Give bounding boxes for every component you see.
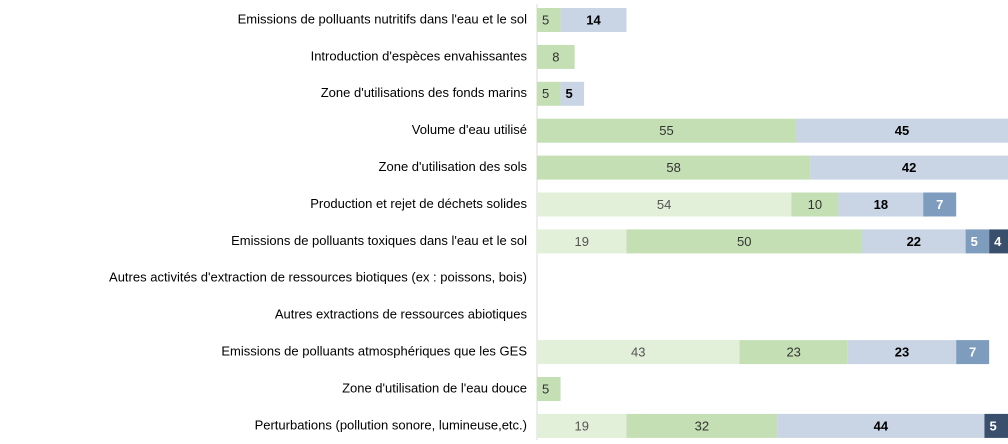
category-label: Perturbations (pollution sonore, lumineu… (255, 417, 527, 432)
category-label: Emissions de polluants nutritifs dans l'… (238, 11, 527, 26)
data-label: 4 (994, 234, 1002, 249)
bar-segment (537, 413, 627, 438)
bar-segment (537, 192, 792, 217)
data-label: 7 (969, 345, 976, 360)
bar-segment (537, 340, 740, 365)
data-label: 5 (971, 234, 978, 249)
bar-segment (923, 192, 957, 217)
data-label: 43 (631, 345, 645, 360)
data-label: 5 (542, 86, 549, 101)
bar-segment (847, 340, 957, 365)
data-label: 23 (786, 345, 800, 360)
bar-segment (810, 155, 1008, 180)
data-label: 42 (902, 160, 916, 175)
bar-segment (838, 192, 924, 217)
data-label: 23 (895, 345, 909, 360)
bar-segment (984, 413, 1008, 438)
bar-segment (989, 229, 1008, 254)
data-label: 5 (542, 381, 549, 396)
data-label: 44 (874, 418, 889, 433)
data-label: 55 (659, 123, 673, 138)
data-label: 19 (575, 418, 589, 433)
bar-segment (626, 413, 778, 438)
bar-segment (537, 8, 561, 32)
bar-segment (537, 155, 811, 180)
bar-segment (537, 118, 797, 143)
data-label: 8 (552, 49, 559, 64)
data-label: 5 (989, 418, 996, 433)
category-label: Emissions de polluants atmosphériques qu… (221, 344, 527, 359)
bar-segment (537, 81, 561, 106)
bar-segment (537, 229, 627, 254)
data-label: 50 (737, 234, 751, 249)
category-label: Volume d'eau utilisé (412, 122, 527, 137)
bar-segment (626, 229, 862, 254)
bar-segment (560, 8, 627, 32)
category-label: Autres extractions de ressources abiotiq… (275, 307, 528, 322)
bar-segment (560, 81, 585, 106)
data-label: 19 (575, 234, 589, 249)
bar-segment (777, 413, 985, 438)
data-label: 54 (657, 197, 671, 212)
data-label: 5 (542, 12, 549, 27)
category-label: Zone d'utilisation des sols (379, 159, 528, 174)
data-label: 32 (695, 418, 709, 433)
data-label: 7 (936, 197, 943, 212)
bar-segment (965, 229, 990, 254)
bar-segment (796, 118, 1008, 143)
data-label: 14 (586, 12, 601, 27)
category-label: Emissions de polluants toxiques dans l'e… (231, 233, 527, 248)
bar-segment (739, 340, 848, 365)
bar-segment (861, 229, 966, 254)
category-label: Autres activités d'extraction de ressour… (109, 270, 527, 285)
data-label: 58 (666, 160, 680, 175)
data-label: 18 (874, 197, 888, 212)
category-label: Introduction d'espèces envahissantes (311, 48, 528, 63)
bar-segment (537, 377, 561, 401)
bar-segment (956, 340, 990, 365)
bar-segment (791, 192, 839, 217)
data-label: 5 (566, 86, 573, 101)
category-label: Production et rejet de déchets solides (310, 196, 527, 211)
bar-segment (537, 44, 575, 69)
data-label: 22 (907, 234, 921, 249)
category-label: Zone d'utilisations des fonds marins (321, 85, 528, 100)
data-label: 45 (895, 123, 909, 138)
data-label: 10 (808, 197, 822, 212)
category-label: Zone d'utilisation de l'eau douce (342, 380, 527, 395)
